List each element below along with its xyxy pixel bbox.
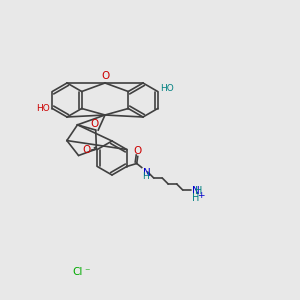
Text: N: N bbox=[192, 185, 200, 196]
Text: +: + bbox=[197, 190, 204, 200]
Text: H: H bbox=[192, 193, 200, 203]
Text: HO: HO bbox=[160, 84, 173, 93]
Text: Cl: Cl bbox=[72, 267, 83, 277]
Text: O: O bbox=[134, 146, 142, 155]
Text: HO: HO bbox=[37, 104, 50, 113]
Text: N: N bbox=[143, 169, 151, 178]
Text: H: H bbox=[142, 172, 149, 181]
Text: O: O bbox=[101, 70, 109, 80]
Text: O: O bbox=[91, 118, 99, 129]
Text: O: O bbox=[82, 145, 91, 155]
Text: ⁻: ⁻ bbox=[84, 267, 89, 277]
Text: H: H bbox=[195, 185, 202, 196]
